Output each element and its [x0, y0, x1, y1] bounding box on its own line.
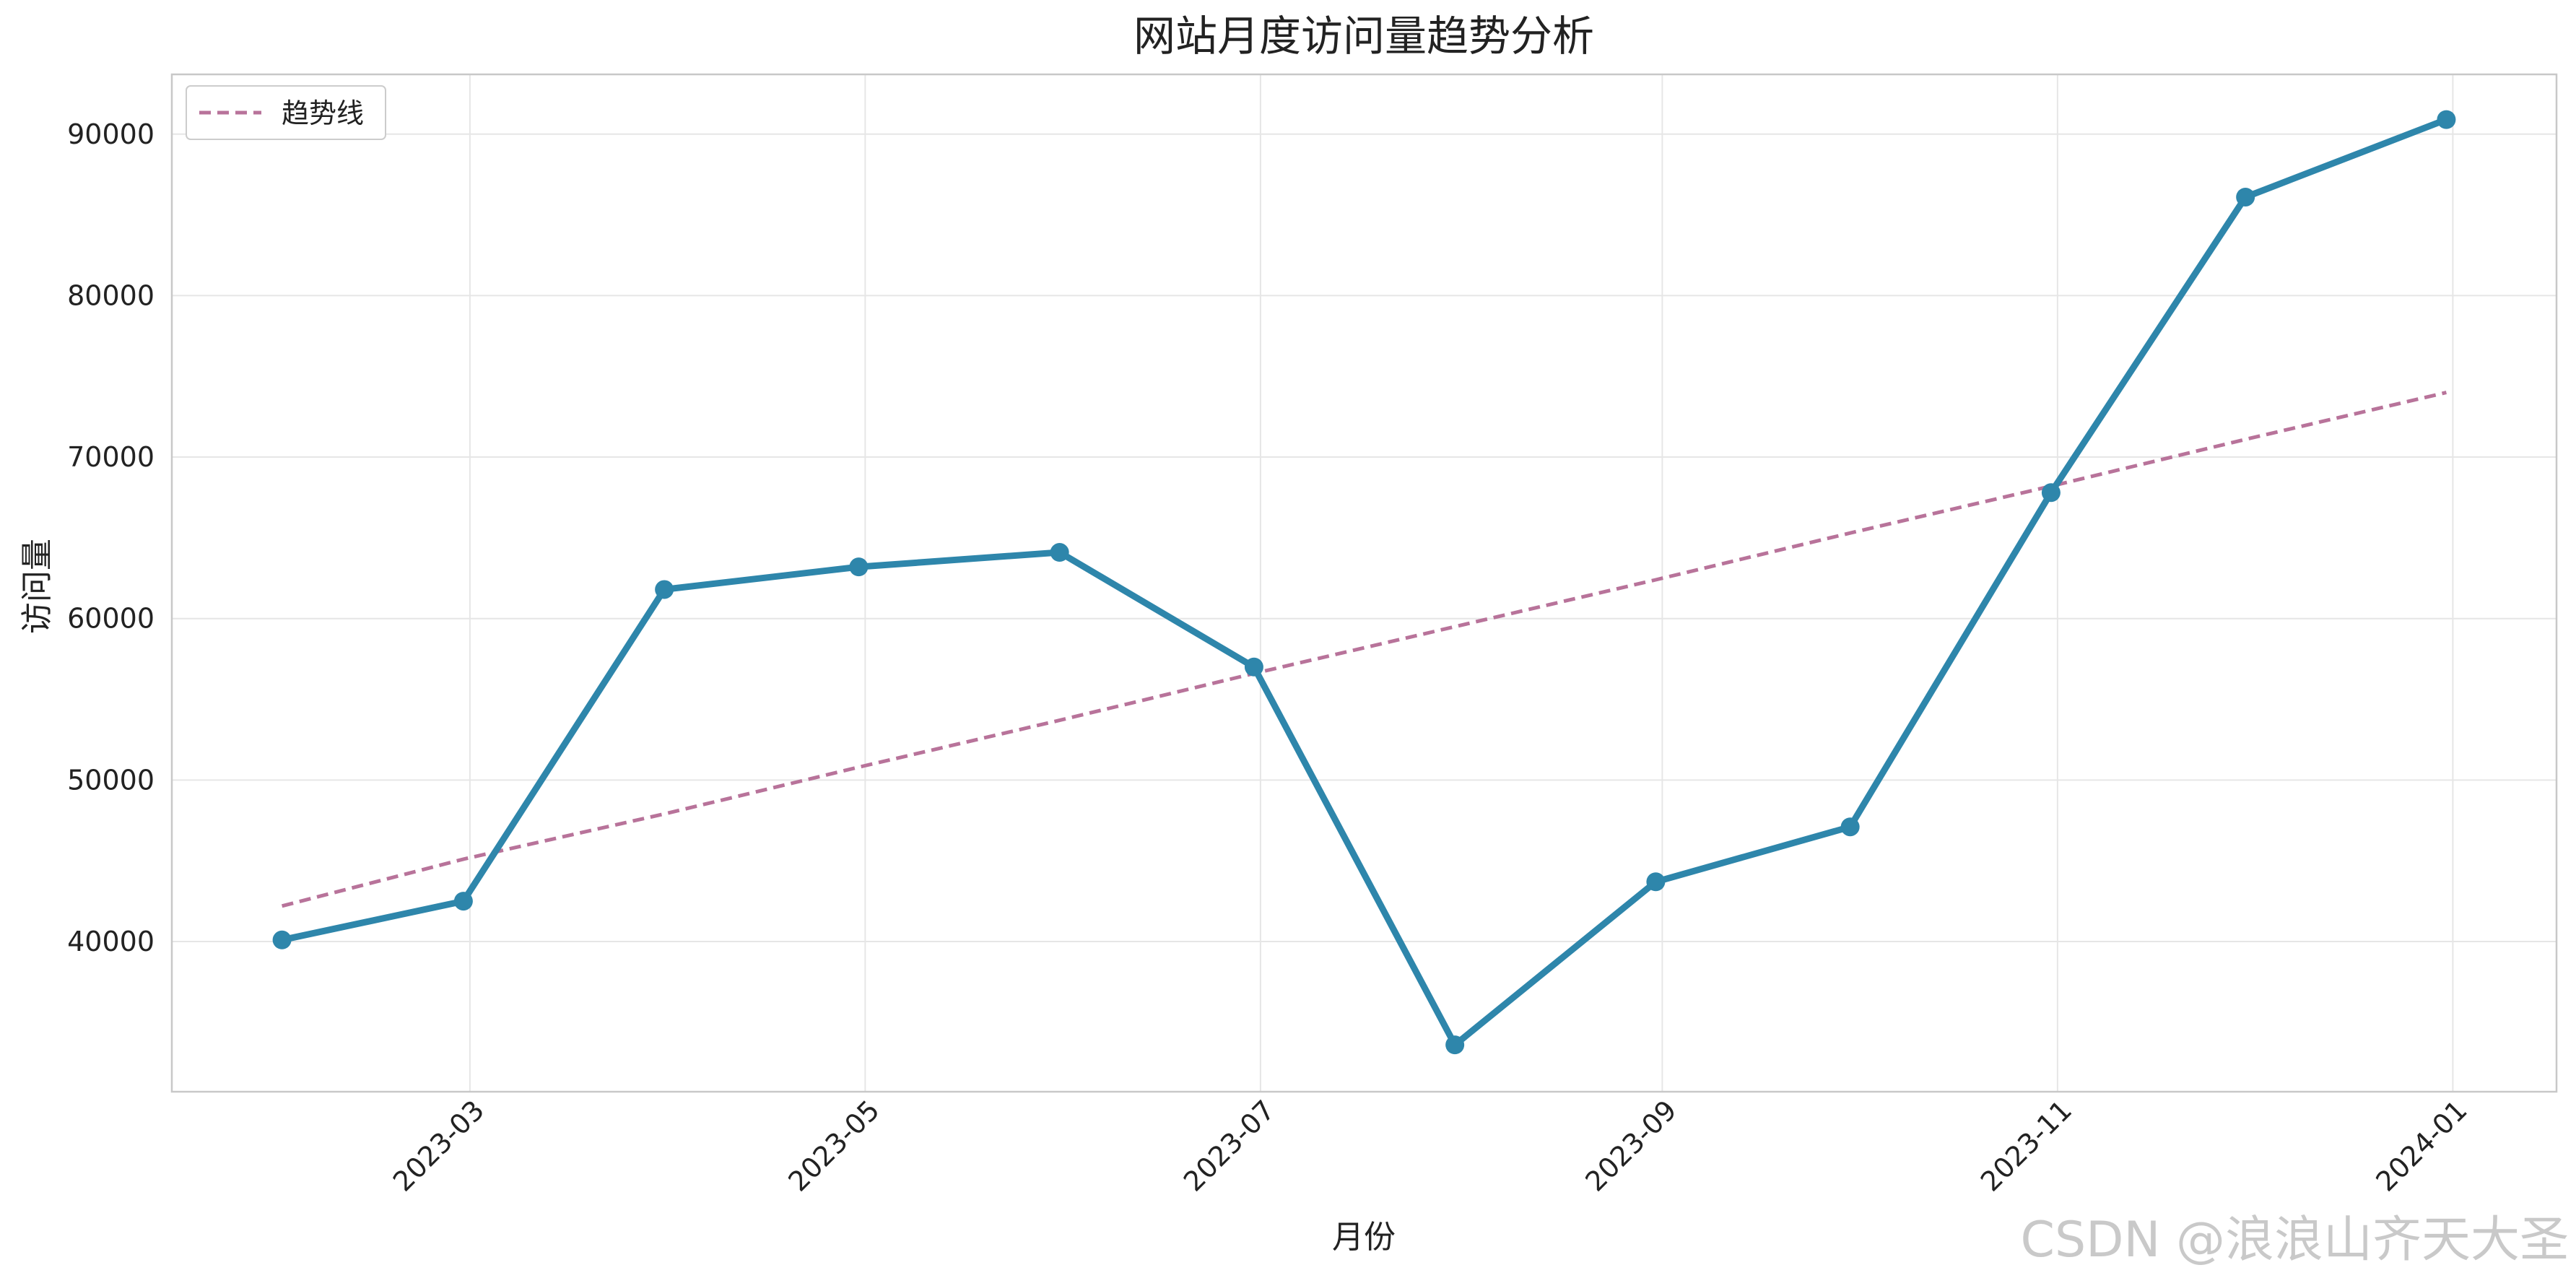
watermark: CSDN @浪浪山齐天大圣 [2020, 1212, 2570, 1269]
visits-point [2041, 483, 2061, 503]
visits-point [849, 557, 869, 577]
visits-point [2236, 187, 2255, 207]
visits-point [2437, 110, 2456, 129]
x-tick-label: 2023-11 [1975, 1094, 2078, 1197]
visits-point [655, 580, 674, 599]
x-axis-label: 月份 [1332, 1219, 1396, 1256]
y-tick-label: 80000 [67, 279, 155, 311]
x-tick-label: 2023-07 [1178, 1094, 1281, 1197]
visits-point [1646, 872, 1666, 892]
y-tick-label: 70000 [67, 441, 155, 473]
y-tick-label: 40000 [67, 926, 155, 957]
y-tick-labels: 40000 50000 60000 70000 80000 90000 [67, 118, 155, 957]
y-tick-label: 50000 [67, 764, 155, 796]
grid-lines [172, 74, 2557, 1092]
legend-box [186, 85, 386, 140]
visits-point [453, 892, 473, 911]
x-tick-label: 2023-05 [782, 1094, 885, 1197]
visits-point [1244, 657, 1263, 677]
x-tick-label: 2024-01 [2370, 1094, 2473, 1197]
trend-line [281, 391, 2447, 908]
y-axis-label: 访问量 [19, 539, 56, 634]
visits-point [272, 930, 292, 949]
legend-label-trend: 趋势线 [282, 97, 364, 129]
y-tick-label: 90000 [67, 118, 155, 150]
series-layer [272, 110, 2456, 1055]
y-tick-label: 60000 [67, 603, 155, 635]
x-tick-labels: 2023-03 2023-05 2023-07 2023-09 2023-11 2024-… [387, 1094, 2473, 1197]
chart-title: 网站月度访问量趋势分析 [1133, 12, 1594, 61]
legend: 趋势线 [186, 85, 386, 140]
visits-point [1445, 1035, 1465, 1055]
plot-frame [170, 73, 2558, 1093]
visits-point [1050, 543, 1069, 562]
visits-point [1840, 817, 1860, 837]
x-tick-label: 2023-03 [387, 1094, 490, 1197]
x-tick-label: 2023-09 [1579, 1094, 1682, 1197]
visits-line [279, 116, 2450, 1048]
